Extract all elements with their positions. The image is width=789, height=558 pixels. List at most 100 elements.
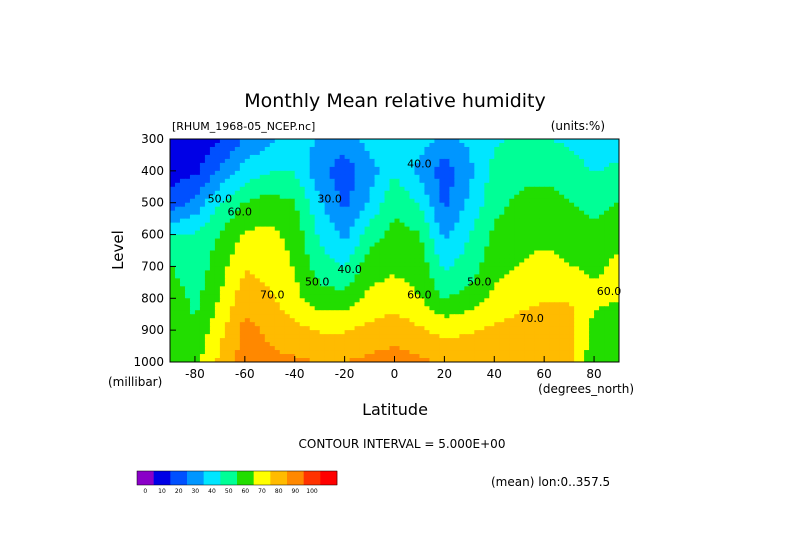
field-cell — [204, 190, 211, 196]
field-cell — [174, 350, 181, 355]
field-cell — [179, 154, 186, 160]
field-cell — [274, 198, 281, 204]
field-cell — [324, 354, 331, 359]
field-cell — [184, 182, 191, 188]
field-cell — [599, 314, 605, 319]
field-cell — [254, 206, 261, 212]
field-cell — [334, 198, 341, 204]
field-cell — [384, 254, 391, 260]
field-cell — [174, 206, 181, 212]
field-cell — [469, 294, 475, 299]
field-cell — [254, 230, 261, 236]
field-cell — [439, 210, 445, 216]
field-cell — [519, 322, 525, 327]
field-cell — [194, 290, 201, 295]
field-cell — [324, 298, 331, 303]
field-cell — [529, 250, 535, 256]
field-cell — [434, 262, 440, 268]
field-cell — [484, 286, 490, 291]
field-cell — [324, 186, 331, 192]
field-cell — [234, 346, 241, 351]
field-cell — [509, 142, 515, 148]
field-cell — [299, 290, 306, 295]
field-cell — [464, 306, 470, 311]
field-cell — [424, 210, 431, 216]
field-cell — [170, 338, 176, 343]
field-cell — [384, 139, 391, 144]
field-cell — [244, 338, 251, 343]
field-cell — [239, 342, 246, 347]
field-cell — [209, 354, 216, 359]
field-cell — [614, 282, 619, 287]
field-cell — [294, 278, 301, 283]
field-cell — [554, 334, 560, 339]
field-cell — [199, 314, 206, 319]
field-cell — [184, 298, 191, 303]
field-cell — [424, 222, 431, 228]
field-cell — [404, 238, 411, 244]
field-cell — [469, 326, 475, 331]
field-cell — [354, 230, 361, 236]
field-cell — [604, 298, 610, 303]
field-cell — [394, 286, 401, 291]
field-cell — [219, 166, 226, 172]
field-cell — [244, 142, 251, 148]
field-cell — [614, 230, 619, 236]
field-cell — [574, 334, 580, 339]
field-cell — [444, 174, 450, 180]
field-cell — [219, 202, 226, 208]
field-cell — [589, 222, 595, 228]
field-cell — [589, 282, 595, 287]
field-cell — [504, 210, 510, 216]
field-cell — [609, 242, 615, 248]
field-cell — [379, 226, 386, 232]
field-cell — [444, 154, 450, 160]
field-cell — [404, 286, 411, 291]
field-cell — [459, 294, 465, 299]
field-cell — [504, 262, 510, 268]
field-cell — [244, 162, 251, 168]
field-cell — [389, 234, 396, 240]
field-cell — [244, 150, 251, 156]
field-cell — [319, 150, 326, 156]
field-cell — [229, 206, 236, 212]
field-cell — [489, 290, 495, 295]
field-cell — [289, 274, 296, 279]
field-cell — [519, 294, 525, 299]
field-cell — [519, 346, 525, 351]
field-cell — [589, 254, 595, 260]
field-cell — [569, 254, 575, 260]
field-cell — [369, 142, 376, 148]
field-cell — [274, 274, 281, 279]
field-cell — [404, 274, 411, 279]
field-cell — [584, 214, 590, 220]
field-cell — [614, 194, 619, 200]
field-cell — [344, 242, 351, 248]
field-cell — [199, 334, 206, 339]
field-cell — [604, 182, 610, 188]
field-cell — [569, 174, 575, 180]
field-cell — [494, 322, 500, 327]
field-cell — [474, 234, 480, 240]
field-cell — [314, 270, 321, 275]
field-cell — [269, 258, 276, 264]
field-cell — [309, 286, 316, 291]
field-cell — [264, 314, 271, 319]
field-cell — [324, 166, 331, 172]
field-cell — [474, 222, 480, 228]
field-cell — [374, 166, 381, 172]
field-cell — [329, 166, 336, 172]
field-cell — [359, 346, 366, 351]
field-cell — [244, 186, 251, 192]
field-cell — [364, 298, 371, 303]
field-cell — [549, 214, 555, 220]
field-cell — [459, 206, 465, 212]
field-cell — [349, 226, 356, 232]
field-cell — [170, 302, 176, 307]
field-cell — [459, 282, 465, 287]
field-cell — [404, 190, 411, 196]
field-cell — [599, 274, 605, 279]
field-cell — [194, 198, 201, 204]
field-cell — [184, 254, 191, 260]
field-cell — [524, 278, 530, 283]
